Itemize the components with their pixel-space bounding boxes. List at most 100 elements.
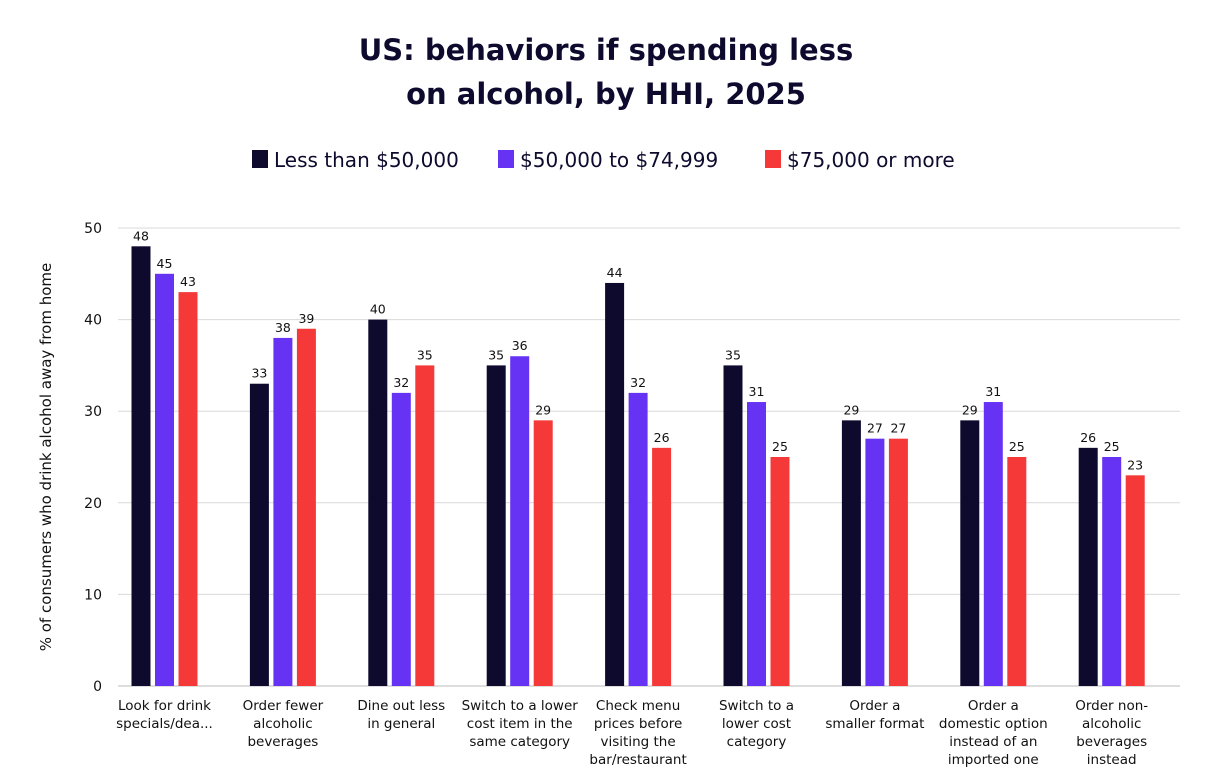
title-line: on alcohol, by HHI, 2025 xyxy=(406,77,806,111)
y-tick-label: 30 xyxy=(84,404,102,420)
data-label: 27 xyxy=(890,421,906,436)
data-label: 31 xyxy=(985,384,1001,399)
x-tick-label: Order a xyxy=(968,698,1019,714)
bar xyxy=(628,392,648,686)
x-tick-label: same category xyxy=(469,734,570,750)
gridlines xyxy=(118,227,1180,687)
data-label: 36 xyxy=(512,338,528,353)
data-label: 25 xyxy=(772,439,788,454)
bar xyxy=(368,319,388,686)
bar xyxy=(983,402,1003,686)
data-label: 35 xyxy=(488,347,504,362)
x-tick-label: Dine out less xyxy=(357,698,445,714)
bar xyxy=(533,420,553,686)
x-tick-label: lower cost xyxy=(722,716,791,732)
x-tick-label: Order a xyxy=(849,698,900,714)
bar xyxy=(296,328,316,686)
x-tick-label: beverages xyxy=(1076,734,1147,750)
data-label: 27 xyxy=(867,421,883,436)
data-label: 26 xyxy=(654,430,670,445)
x-tick-label: Order non- xyxy=(1075,698,1148,714)
data-label: 48 xyxy=(133,228,149,243)
title-line: US: behaviors if spending less xyxy=(359,33,854,67)
bar xyxy=(249,383,269,686)
x-tick-label: Look for drink xyxy=(118,698,211,714)
bar xyxy=(1102,457,1122,686)
x-tick-label: cost item in the xyxy=(467,716,573,732)
x-tick-label: prices before xyxy=(594,716,682,732)
data-label: 29 xyxy=(843,402,859,417)
legend-swatch xyxy=(765,150,781,168)
bar xyxy=(391,392,411,686)
legend-swatch xyxy=(498,150,514,168)
legend-label: $50,000 to $74,999 xyxy=(520,148,718,172)
x-tick-label: instead of an xyxy=(949,734,1037,750)
x-tick-label: visiting the xyxy=(601,734,676,750)
data-label: 32 xyxy=(630,375,646,390)
x-tick-label: category xyxy=(727,734,787,750)
data-label: 29 xyxy=(962,402,978,417)
x-axis-labels: Look for drink specials/dea... Order fewer… xyxy=(116,698,1148,768)
legend: Less than $50,000 $50,000 to $74,999 $75,0… xyxy=(252,148,955,172)
x-tick-label: specials/dea... xyxy=(116,716,213,732)
x-tick-label: beverages xyxy=(247,734,318,750)
bar xyxy=(865,438,885,686)
x-tick-label: Switch to a lower xyxy=(462,698,579,714)
x-tick-label: domestic option xyxy=(939,716,1048,732)
data-label: 23 xyxy=(1127,457,1143,472)
bar xyxy=(888,438,908,686)
x-tick-label: smaller format xyxy=(825,716,924,732)
bar xyxy=(1078,447,1098,686)
y-axis-label: % of consumers who drink alcohol away fr… xyxy=(37,263,55,652)
data-label: 35 xyxy=(417,347,433,362)
bar xyxy=(1007,457,1027,686)
x-tick-label: in general xyxy=(367,716,435,732)
bar xyxy=(1125,475,1145,686)
x-tick-label: bar/restaurant xyxy=(589,752,686,768)
legend-label: Less than $50,000 xyxy=(274,148,459,172)
data-label: 25 xyxy=(1009,439,1025,454)
data-label: 43 xyxy=(180,274,196,289)
data-label: 45 xyxy=(157,256,173,271)
y-tick-label: 0 xyxy=(93,679,102,695)
bar xyxy=(960,420,980,686)
bars: 48 45 43 33 38 39 40 32 35 35 36 29 44 32 26 35 31 25 29 27… xyxy=(131,228,1145,686)
data-label: 33 xyxy=(251,366,267,381)
bar xyxy=(770,457,790,686)
x-tick-label: Switch to a xyxy=(719,698,794,714)
y-tick-label: 20 xyxy=(84,496,102,512)
data-label: 40 xyxy=(370,302,386,317)
bar xyxy=(155,273,174,686)
bar xyxy=(747,402,766,686)
x-tick-label: alcoholic xyxy=(253,716,312,732)
x-tick-label: Order fewer xyxy=(243,698,324,714)
data-label: 29 xyxy=(535,402,551,417)
legend-swatch xyxy=(252,150,268,168)
data-label: 38 xyxy=(275,320,291,335)
x-tick-label: imported one xyxy=(948,752,1039,768)
bar xyxy=(652,447,672,686)
data-label: 31 xyxy=(749,384,765,399)
chart-title: US: behaviors if spending less on alcohol… xyxy=(359,33,854,111)
bar xyxy=(131,246,151,686)
y-tick-label: 50 xyxy=(84,221,102,237)
data-label: 32 xyxy=(393,375,409,390)
y-tick-label: 40 xyxy=(84,313,102,329)
x-tick-label: alcoholic xyxy=(1082,716,1141,732)
bar xyxy=(841,420,861,686)
bar xyxy=(273,337,293,686)
y-tick-label: 10 xyxy=(84,587,102,603)
data-label: 26 xyxy=(1080,430,1096,445)
data-label: 35 xyxy=(725,347,741,362)
bar xyxy=(178,292,198,686)
bar xyxy=(510,356,530,686)
x-tick-label: instead xyxy=(1087,752,1137,768)
data-label: 39 xyxy=(298,311,314,326)
data-label: 44 xyxy=(607,265,623,280)
bar xyxy=(723,365,743,686)
x-tick-label: Check menu xyxy=(596,698,680,714)
data-label: 25 xyxy=(1104,439,1120,454)
bar xyxy=(605,282,625,686)
bar xyxy=(486,365,506,686)
